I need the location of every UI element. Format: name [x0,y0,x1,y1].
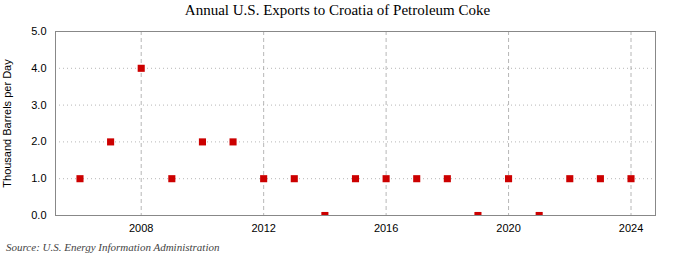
svg-text:2016: 2016 [374,222,398,234]
svg-text:2012: 2012 [251,222,275,234]
svg-text:4.0: 4.0 [31,62,46,74]
svg-text:2.0: 2.0 [31,135,46,147]
svg-text:1.0: 1.0 [31,172,46,184]
svg-text:3.0: 3.0 [31,99,46,111]
svg-text:2008: 2008 [129,222,153,234]
svg-text:2020: 2020 [496,222,520,234]
html-text:Source: U.S. Energy Informatio: Source: U.S. Energy Information Administ… [6,241,220,253]
svg-text:Thousand Barrels per Day: Thousand Barrels per Day [1,59,13,188]
svg-text:2024: 2024 [619,222,643,234]
svg-text:5.0: 5.0 [31,25,46,37]
svg-text:0.0: 0.0 [31,209,46,221]
html-text:Annual U.S. Exports to Croatia: Annual U.S. Exports to Croatia of Petrol… [184,2,491,18]
